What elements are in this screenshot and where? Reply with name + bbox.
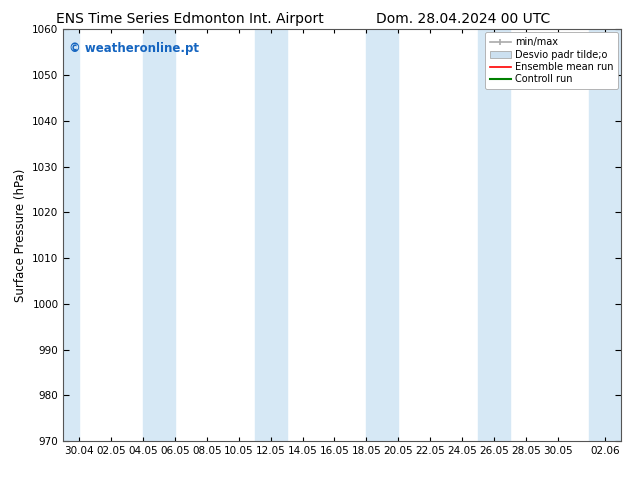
Bar bbox=[366, 29, 398, 441]
Text: ENS Time Series Edmonton Int. Airport: ENS Time Series Edmonton Int. Airport bbox=[56, 12, 324, 26]
Bar bbox=[48, 29, 79, 441]
Bar bbox=[255, 29, 287, 441]
Bar bbox=[590, 29, 621, 441]
Y-axis label: Surface Pressure (hPa): Surface Pressure (hPa) bbox=[14, 169, 27, 302]
Bar bbox=[478, 29, 510, 441]
Legend: min/max, Desvio padr tilde;o, Ensemble mean run, Controll run: min/max, Desvio padr tilde;o, Ensemble m… bbox=[485, 32, 618, 89]
Bar bbox=[143, 29, 175, 441]
Text: © weatheronline.pt: © weatheronline.pt bbox=[69, 42, 199, 55]
Text: Dom. 28.04.2024 00 UTC: Dom. 28.04.2024 00 UTC bbox=[376, 12, 550, 26]
